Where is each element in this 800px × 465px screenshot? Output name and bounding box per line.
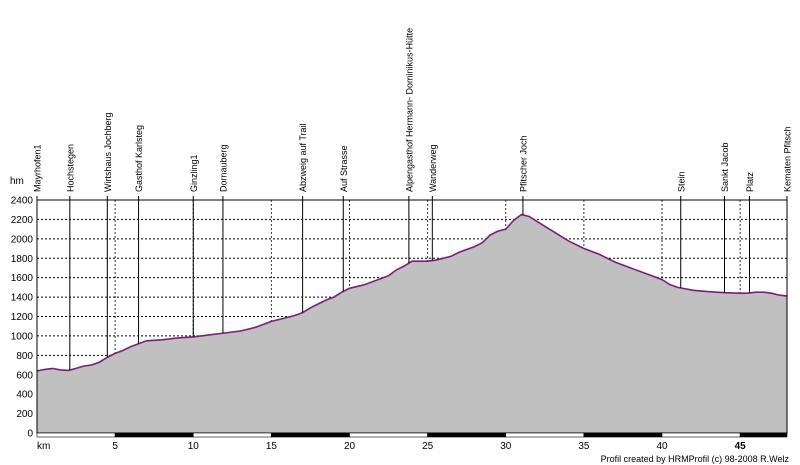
- waypoint-label: Sankt Jacob: [720, 142, 730, 192]
- y-tick-label: 1400: [11, 293, 34, 304]
- waypoint-label: Abzweig auf Trail: [298, 123, 308, 192]
- waypoint-label: Ginzling1: [189, 154, 199, 192]
- waypoint-label: Alpengasthof Hermann- Dominikus-Hütte: [404, 28, 414, 192]
- y-tick-label: 2400: [11, 196, 34, 207]
- x-axis-label: km: [37, 441, 50, 452]
- x-tick-label: 10: [188, 441, 200, 452]
- x-axis-scale-segment: [583, 432, 663, 438]
- profile-area-group: [36, 213, 788, 433]
- waypoint-label: Stein: [676, 171, 686, 192]
- x-axis-scale-segment: [36, 432, 116, 438]
- y-tick-label: 1600: [11, 273, 34, 284]
- x-axis-scale-segment: [114, 432, 194, 438]
- y-tick-label: 800: [16, 351, 33, 362]
- x-tick-label: 15: [266, 441, 278, 452]
- y-tick-label: 1200: [11, 312, 34, 323]
- waypoint-label: Wanderweg: [428, 144, 438, 192]
- waypoint-label: Wirtshaus Jochberg: [103, 112, 113, 192]
- x-axis-scale-segment: [427, 432, 507, 438]
- x-tick-label: 20: [344, 441, 356, 452]
- x-tick-label: 5: [112, 441, 118, 452]
- x-axis-scale-segment: [192, 432, 272, 438]
- x-axis-scale-segment: [661, 432, 741, 438]
- profile-area-fill: [37, 214, 787, 433]
- y-tick-label: 400: [16, 390, 33, 401]
- waypoint-label: Pfitscher Joch: [518, 135, 528, 192]
- x-tick-label: 45: [735, 441, 747, 452]
- x-tick-label: 40: [656, 441, 668, 452]
- y-tick-label: 0: [27, 429, 33, 440]
- credit-text: Profil created by HRMProfil (c) 98-2008 …: [601, 454, 790, 464]
- y-tick-label: 2200: [11, 215, 34, 226]
- x-axis-scale-segment: [349, 432, 428, 438]
- waypoint-label: Hochstegen: [65, 144, 75, 192]
- waypoint-label: Mayrhofen1: [33, 144, 43, 192]
- y-tick-label: 2000: [11, 234, 34, 245]
- profile-line: [36, 213, 788, 372]
- waypoint-markers: Mayrhofen1 Hochstegen Wirtshaus Jochberg Ga…: [33, 28, 793, 371]
- waypoint-label: Auf Strasse: [339, 145, 349, 192]
- y-axis-label: hm: [10, 176, 24, 187]
- x-tick-label: 25: [422, 441, 434, 452]
- x-axis-scale-segment: [739, 432, 788, 438]
- waypoint-label: Kematen Pfitsch: [783, 126, 793, 192]
- x-tick-label: 30: [500, 441, 512, 452]
- axes: 0 200 400 600 800 1000 1200 1400 1600 1800 2000 220…: [11, 196, 788, 452]
- x-axis-scale-segment: [271, 432, 350, 438]
- waypoint-label: Gasthof Karlsteg: [134, 125, 144, 192]
- y-tick-label: 1800: [11, 254, 34, 265]
- y-tick-label: 200: [16, 409, 33, 420]
- waypoint-label: Dornauberg: [218, 144, 228, 192]
- waypoint-label: Platz: [745, 171, 755, 192]
- x-tick-label: 35: [578, 441, 590, 452]
- y-tick-label: 1000: [11, 331, 34, 342]
- x-axis-scale-segment: [505, 432, 585, 438]
- y-tick-label: 600: [16, 370, 33, 381]
